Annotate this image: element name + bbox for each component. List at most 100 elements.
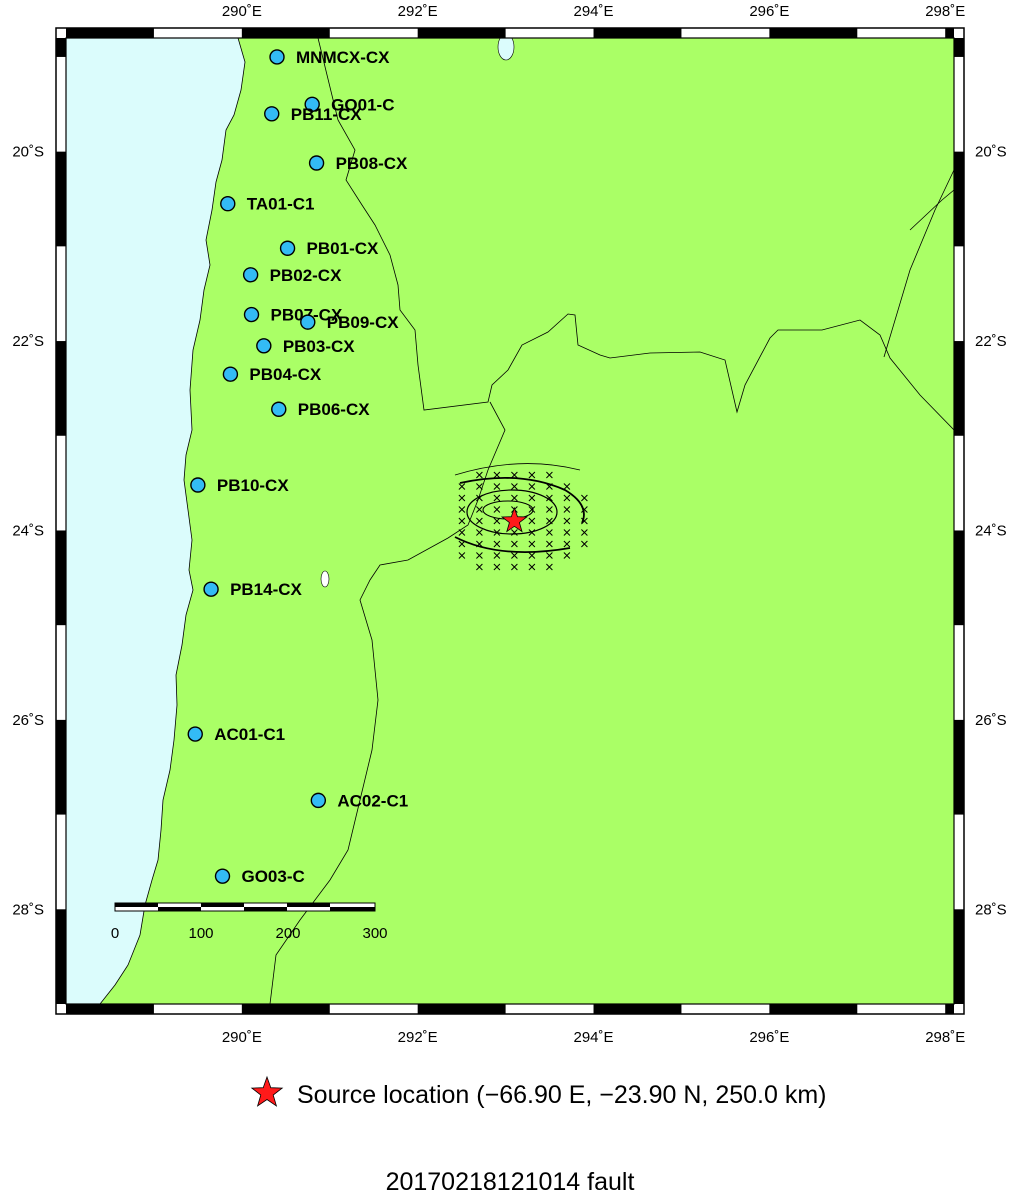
grid-point-mark: [476, 552, 483, 559]
axis-tick-labels: 290˚E 290˚E 292˚E 292˚E 294˚E 294˚E 296˚E 296˚E…: [12, 3, 1006, 1046]
station-label: PB01-CX: [307, 239, 379, 258]
station-marker[interactable]: [214, 868, 231, 884]
grid-point-mark: [546, 494, 553, 502]
station-marker[interactable]: [310, 792, 327, 809]
station-marker[interactable]: [203, 581, 219, 597]
grid-point-mark: [511, 483, 518, 490]
y-tick-label-left: 24˚S: [12, 522, 44, 539]
legend-star-icon: [250, 1075, 284, 1107]
station-label: PB04-CX: [249, 365, 321, 384]
grid-point-mark: [493, 471, 501, 479]
station-label: PB11-CX: [291, 105, 363, 124]
grid-point-mark: [528, 552, 536, 559]
station-marker[interactable]: [269, 49, 285, 65]
station-marker[interactable]: [220, 196, 236, 212]
grid-point-mark: [581, 540, 588, 548]
grid-point-mark: [581, 529, 588, 536]
grid-point-mark: [493, 494, 501, 502]
grid-point-mark: [493, 517, 501, 525]
grid-point-mark: [476, 540, 483, 548]
grid-point-mark: [528, 529, 536, 536]
station-marker[interactable]: [242, 267, 259, 283]
grid-point-mark: [511, 494, 518, 502]
grid-point-mark: [476, 563, 483, 571]
grid-point-mark: [458, 517, 466, 525]
grid-point-mark: [528, 506, 536, 513]
grid-point-mark: [476, 529, 483, 536]
scale-label-0: 0: [111, 925, 119, 942]
legend: Source location (−66.90 E, −23.90 N, 250…: [250, 1075, 826, 1109]
y-tick-label-right: 26˚S: [975, 712, 1007, 729]
source-layer: [500, 506, 528, 533]
grid-point-mark: [546, 552, 553, 559]
grid-point-mark: [528, 483, 536, 490]
y-tick-label-right: 28˚S: [975, 901, 1007, 918]
grid-point-mark: [493, 483, 501, 490]
map-frame: [55, 27, 965, 1015]
grid-point-mark: [563, 483, 571, 490]
y-tick-label-left: 22˚S: [12, 333, 44, 350]
grid-point-mark: [458, 540, 466, 548]
grid-point-mark: [563, 529, 571, 536]
station-label: PB10-CX: [217, 476, 289, 495]
grid-point-mark: [528, 540, 536, 548]
grid-point-mark: [546, 471, 553, 479]
grid-point-mark: [458, 506, 466, 513]
grid-point-mark: [511, 529, 518, 536]
station-marker[interactable]: [187, 726, 203, 742]
x-tick-label-bottom: 298˚E: [925, 1029, 965, 1046]
station-marker[interactable]: [264, 106, 280, 122]
y-tick-label-right: 24˚S: [975, 522, 1007, 539]
grid-point-mark: [546, 483, 553, 490]
station-marker[interactable]: [304, 96, 320, 112]
land: [99, 38, 954, 1004]
y-tick-label-left: 28˚S: [12, 901, 44, 918]
scale-label-300: 300: [362, 925, 387, 942]
grid-point-mark: [511, 471, 518, 479]
scale-label-100: 100: [188, 925, 213, 942]
x-tick-label-top: 290˚E: [222, 3, 262, 20]
x-tick-label-bottom: 292˚E: [398, 1029, 438, 1046]
x-tick-label-bottom: 294˚E: [574, 1029, 614, 1046]
grid-point-mark: [528, 471, 536, 479]
y-tick-label-left: 20˚S: [12, 144, 44, 161]
station-marker[interactable]: [300, 314, 316, 330]
grid-point-mark: [493, 540, 501, 548]
scale-label-200: 200: [275, 925, 300, 942]
station-label: PB14-CX: [230, 580, 302, 599]
station-label: MNMCX-CX: [296, 48, 390, 67]
station-marker[interactable]: [222, 366, 239, 382]
station-marker[interactable]: [190, 477, 206, 493]
grid-point-mark: [546, 529, 553, 536]
station-label: GO01-C: [331, 95, 394, 114]
y-tick-label-right: 22˚S: [975, 333, 1007, 350]
grid-point-mark: [581, 494, 588, 502]
grid-point-mark: [546, 563, 553, 571]
grid-point-mark: [493, 552, 501, 559]
grid-point-mark: [476, 506, 483, 513]
legend-label: Source location (−66.90 E, −23.90 N, 250…: [297, 1081, 826, 1109]
grid-point-mark: [581, 506, 588, 513]
x-tick-label-top: 294˚E: [574, 3, 614, 20]
station-label: PB02-CX: [270, 266, 342, 285]
grid-point-mark: [563, 540, 571, 548]
source-star-icon[interactable]: [500, 506, 528, 533]
grid-point-mark: [581, 517, 588, 525]
grid-point-mark: [493, 563, 501, 571]
grid-point-mark: [458, 529, 466, 536]
station-marker[interactable]: [243, 306, 260, 323]
grid-point-mark: [563, 517, 571, 525]
grid-point-mark: [476, 517, 483, 525]
station-marker[interactable]: [279, 240, 296, 256]
grid-point-mark: [476, 471, 483, 479]
station-label: AC02-C1: [337, 791, 408, 810]
station-marker[interactable]: [308, 155, 325, 171]
grid-point-mark: [528, 517, 536, 525]
station-marker[interactable]: [256, 338, 272, 354]
station-marker[interactable]: [271, 401, 287, 417]
x-tick-label-top: 298˚E: [925, 3, 965, 20]
x-tick-label-top: 296˚E: [749, 3, 789, 20]
station-label: TA01-C1: [247, 195, 315, 214]
